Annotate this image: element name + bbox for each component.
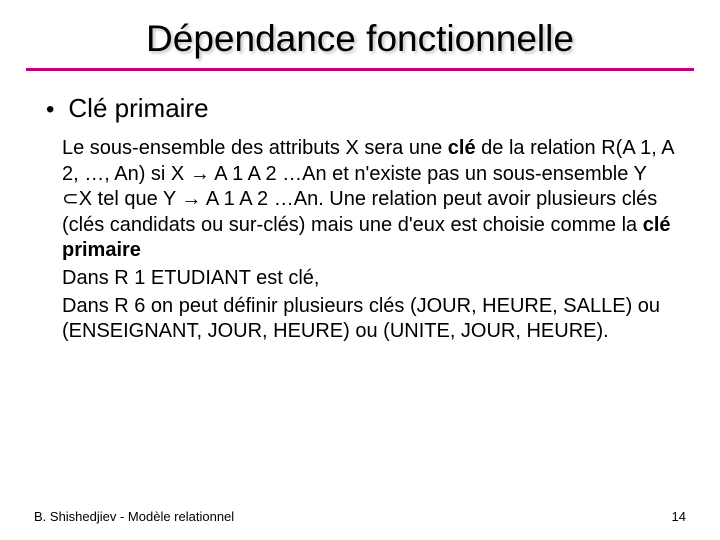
title-underline xyxy=(26,68,694,71)
slide: Dépendance fonctionnelle • Clé primaire … xyxy=(0,0,720,540)
page-number: 14 xyxy=(672,509,686,524)
p1-bold-cle: clé xyxy=(448,137,476,159)
paragraph-1: Le sous-ensemble des attributs X sera un… xyxy=(62,136,676,264)
slide-title: Dépendance fonctionnelle xyxy=(34,18,686,68)
bullet-text: Clé primaire xyxy=(68,93,208,124)
paragraph-2: Dans R 1 ETUDIANT est clé, xyxy=(62,266,676,292)
paragraph-3: Dans R 6 on peut définir plusieurs clés … xyxy=(62,294,676,345)
footer-author: B. Shishedjiev - Modèle relationnel xyxy=(34,509,234,524)
bullet-item: • Clé primaire xyxy=(46,93,686,124)
bullet-dot-icon: • xyxy=(46,98,54,122)
footer: B. Shishedjiev - Modèle relationnel 14 xyxy=(34,509,686,524)
p1-part-a: Le sous-ensemble des attributs X sera un… xyxy=(62,137,448,159)
body-text: Le sous-ensemble des attributs X sera un… xyxy=(62,136,676,345)
